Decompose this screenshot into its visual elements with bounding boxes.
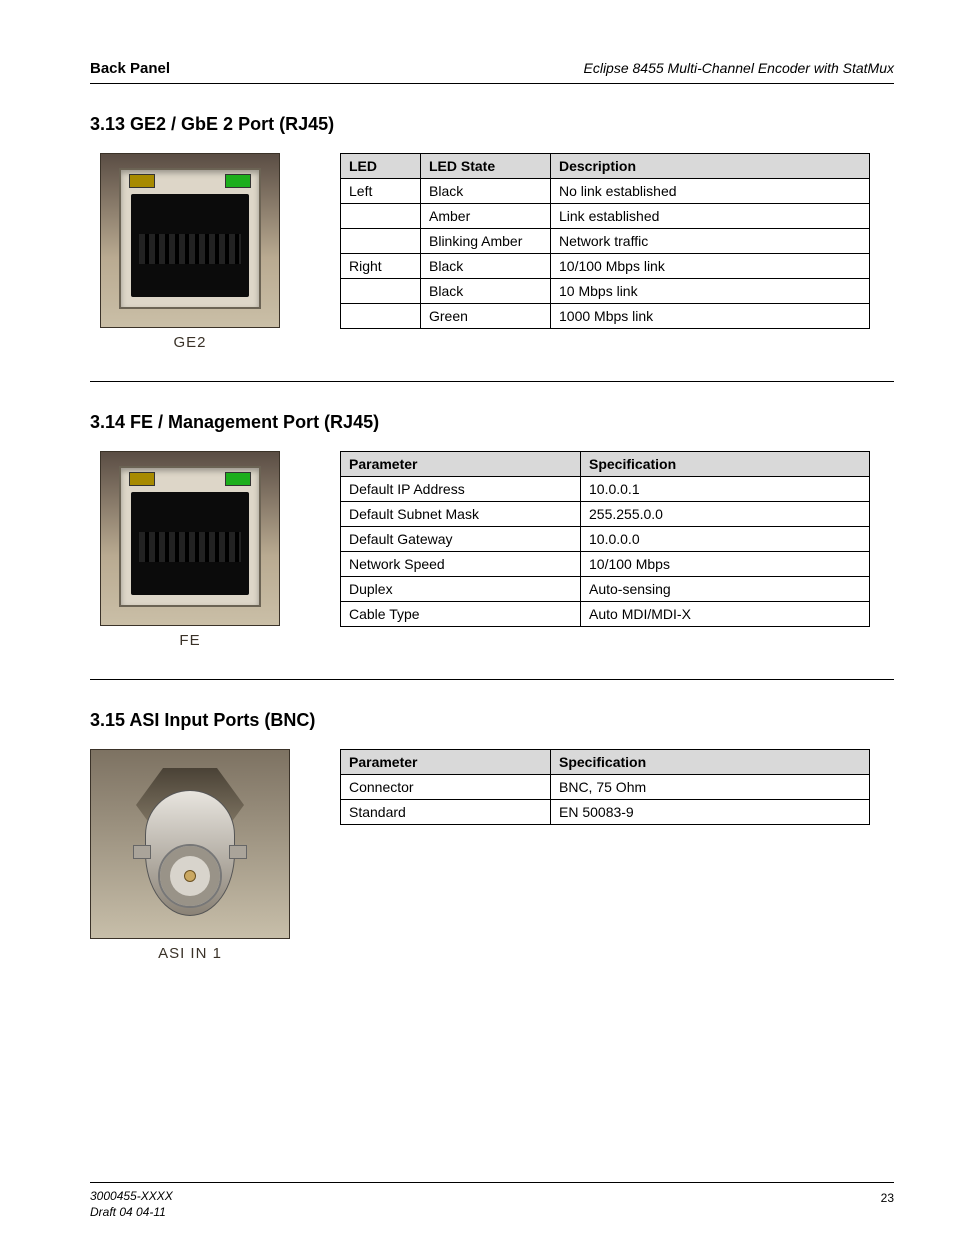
connector-caption: GE2 [90, 334, 290, 351]
connector-caption: FE [90, 632, 290, 649]
table-header: Parameter [341, 750, 551, 775]
table-cell: Amber [421, 204, 551, 229]
section-title: 3.13 GE2 / GbE 2 Port (RJ45) [90, 114, 894, 135]
table-row: Blinking AmberNetwork traffic [341, 229, 870, 254]
section-title: 3.14 FE / Management Port (RJ45) [90, 412, 894, 433]
table-header: LED State [421, 154, 551, 179]
connector-illustration: GE2 [90, 153, 290, 351]
table-header: Specification [551, 750, 870, 775]
footer-page-number: 23 [881, 1189, 894, 1219]
table-row: Green1000 Mbps link [341, 304, 870, 329]
table-cell: Right [341, 254, 421, 279]
table-cell: Connector [341, 775, 551, 800]
table-cell [341, 229, 421, 254]
table-cell: 10.0.0.1 [581, 477, 870, 502]
table-cell: 10.0.0.0 [581, 527, 870, 552]
header-product: Eclipse 8455 Multi-Channel Encoder with … [584, 60, 895, 76]
table-cell: BNC, 75 Ohm [551, 775, 870, 800]
table-cell: Auto MDI/MDI-X [581, 602, 870, 627]
connector-caption: ASI IN 1 [90, 945, 290, 962]
header-section: Back Panel [90, 60, 170, 77]
table-row: Black10 Mbps link [341, 279, 870, 304]
table-row: Cable TypeAuto MDI/MDI-X [341, 602, 870, 627]
table-cell: 1000 Mbps link [551, 304, 870, 329]
table-cell [341, 279, 421, 304]
page-footer: 3000455-XXXX Draft 04 04-11 23 [90, 1182, 894, 1219]
table-cell: 255.255.0.0 [581, 502, 870, 527]
table-header: Parameter [341, 452, 581, 477]
table-header: Specification [581, 452, 870, 477]
table-cell: Black [421, 179, 551, 204]
table-cell: Cable Type [341, 602, 581, 627]
table-cell: Black [421, 279, 551, 304]
table-cell: No link established [551, 179, 870, 204]
table-cell: Duplex [341, 577, 581, 602]
table-cell: EN 50083-9 [551, 800, 870, 825]
table-row: DuplexAuto-sensing [341, 577, 870, 602]
footer-version: Draft 04 04-11 [90, 1205, 173, 1219]
table-row: AmberLink established [341, 204, 870, 229]
connector-illustration: FE [90, 451, 290, 649]
section-divider [90, 679, 894, 680]
table-cell: Network Speed [341, 552, 581, 577]
table-cell: 10 Mbps link [551, 279, 870, 304]
table-cell: Network traffic [551, 229, 870, 254]
section-divider [90, 381, 894, 382]
table-cell: Default Subnet Mask [341, 502, 581, 527]
table-cell [341, 304, 421, 329]
table-cell: Left [341, 179, 421, 204]
table-row: ConnectorBNC, 75 Ohm [341, 775, 870, 800]
table-cell: Blinking Amber [421, 229, 551, 254]
table-row: Default IP Address10.0.0.1 [341, 477, 870, 502]
table-cell: Default Gateway [341, 527, 581, 552]
section-title: 3.15 ASI Input Ports (BNC) [90, 710, 894, 731]
table-row: LeftBlackNo link established [341, 179, 870, 204]
table-cell [341, 204, 421, 229]
table-row: StandardEN 50083-9 [341, 800, 870, 825]
footer-doc-number: 3000455-XXXX [90, 1189, 173, 1203]
table-cell: Link established [551, 204, 870, 229]
table-cell: Black [421, 254, 551, 279]
table-row: Default Gateway10.0.0.0 [341, 527, 870, 552]
table-row: RightBlack10/100 Mbps link [341, 254, 870, 279]
table-cell: Standard [341, 800, 551, 825]
table-row: Default Subnet Mask255.255.0.0 [341, 502, 870, 527]
table-cell: 10/100 Mbps link [551, 254, 870, 279]
table-cell: Auto-sensing [581, 577, 870, 602]
table-cell: Green [421, 304, 551, 329]
table-header: Description [551, 154, 870, 179]
spec-table: ParameterSpecificationConnectorBNC, 75 O… [340, 749, 870, 825]
spec-table: ParameterSpecificationDefault IP Address… [340, 451, 870, 627]
connector-illustration: ASI IN 1 [90, 749, 290, 962]
table-row: Network Speed10/100 Mbps [341, 552, 870, 577]
table-cell: Default IP Address [341, 477, 581, 502]
spec-table: LEDLED StateDescriptionLeftBlackNo link … [340, 153, 870, 329]
table-header: LED [341, 154, 421, 179]
table-cell: 10/100 Mbps [581, 552, 870, 577]
